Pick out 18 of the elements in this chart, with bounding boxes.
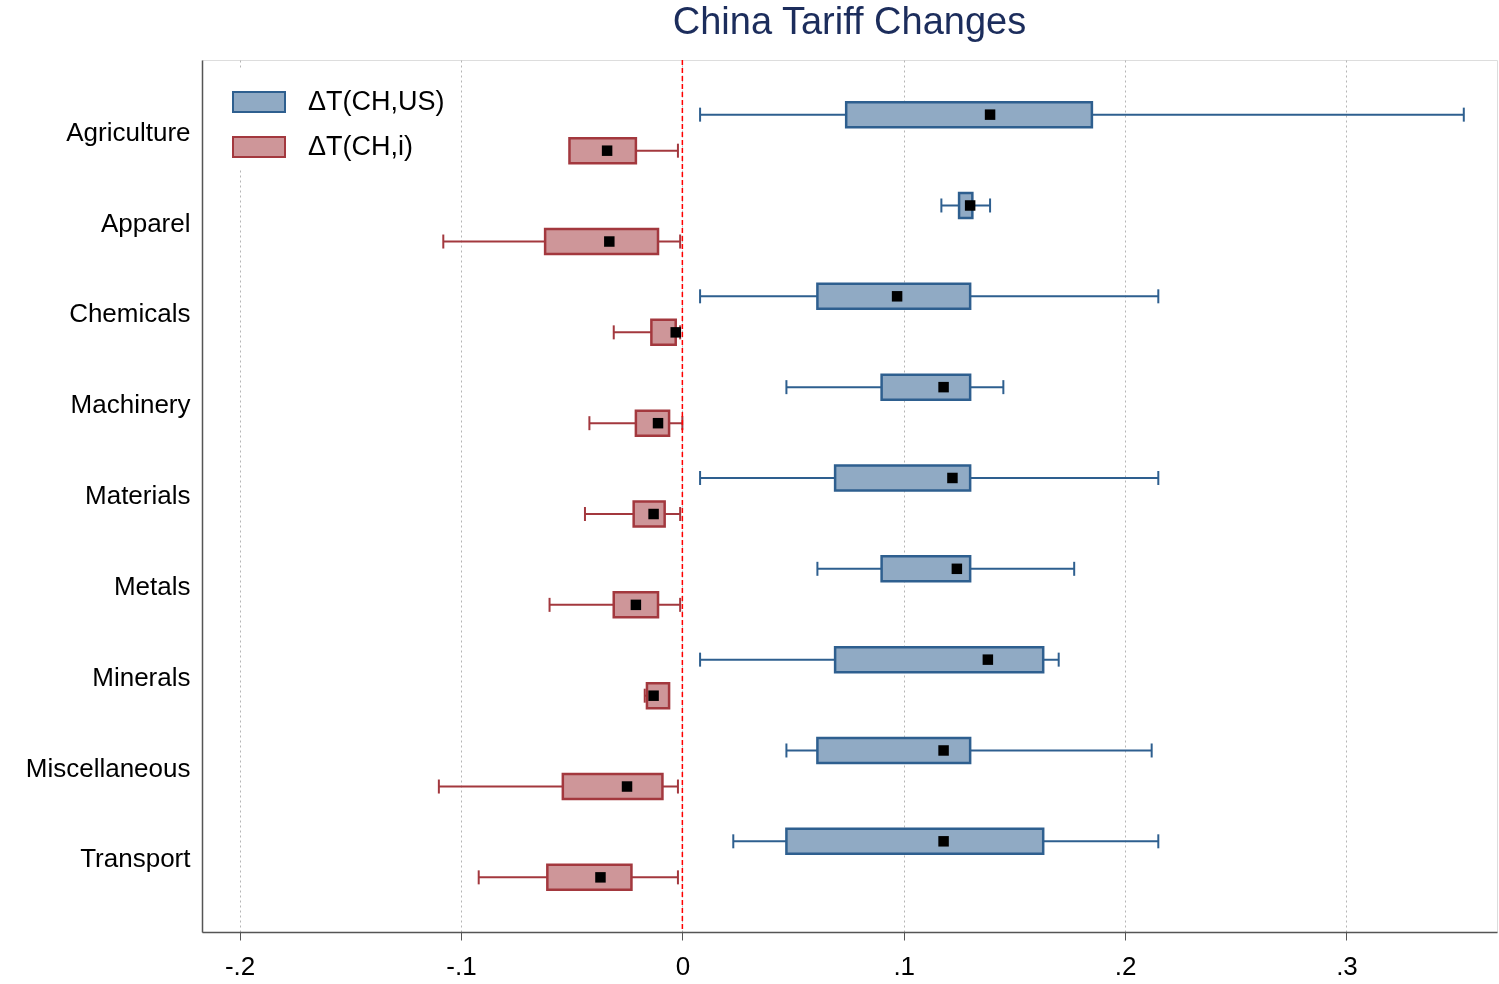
x-tick-label: .3: [1336, 950, 1358, 981]
x-tick-label: -.1: [446, 950, 477, 981]
y-tick-label: Materials: [85, 480, 191, 510]
x-tick-label: -.2: [224, 950, 256, 981]
x-tick-label: .2: [1114, 950, 1137, 981]
y-tick-label: Machinery: [70, 389, 191, 420]
legend-label: ΔT(CH,US): [308, 86, 445, 116]
y-tick-label: Apparel: [100, 207, 191, 238]
y-tick-label: Miscellaneous: [25, 752, 191, 783]
x-tick-label: 0: [675, 950, 691, 981]
x-tick-label: .1: [893, 950, 916, 981]
legend-label: ΔT(CH,i): [308, 131, 414, 161]
y-tick-label: Transport: [80, 843, 192, 874]
y-tick-label: Agriculture: [66, 116, 191, 147]
chart-title: China Tariff Changes: [672, 0, 1027, 43]
y-tick-label: Minerals: [92, 661, 191, 692]
y-tick-label: Chemicals: [69, 298, 191, 329]
y-tick-label: Metals: [113, 570, 191, 601]
